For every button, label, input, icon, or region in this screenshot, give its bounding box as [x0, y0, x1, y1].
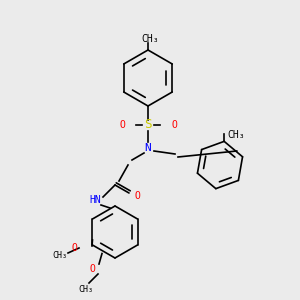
Text: O: O: [89, 264, 95, 274]
Text: O: O: [119, 120, 125, 130]
Text: HN: HN: [89, 195, 101, 205]
Text: O: O: [171, 120, 177, 130]
Text: S: S: [144, 118, 152, 131]
Text: O: O: [71, 243, 77, 253]
Text: O: O: [134, 191, 140, 201]
Text: CH₃: CH₃: [79, 286, 94, 295]
Text: N: N: [145, 143, 152, 153]
Text: CH₃: CH₃: [141, 34, 159, 44]
Text: CH₃: CH₃: [52, 251, 68, 260]
Text: CH₃: CH₃: [227, 130, 245, 140]
